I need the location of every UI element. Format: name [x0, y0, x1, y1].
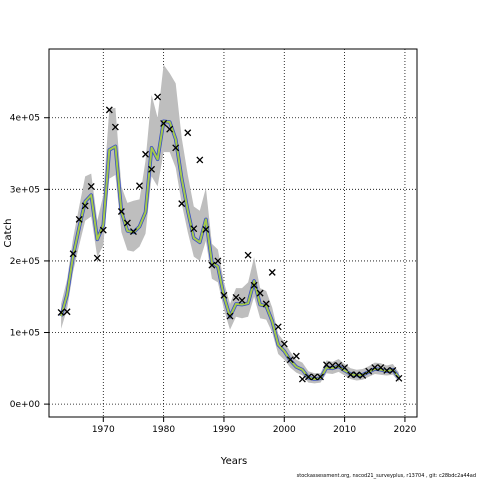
observed-point-2005: [310, 373, 318, 381]
observed-point-1964: [63, 308, 71, 316]
observed-point-1970: [99, 226, 107, 234]
observed-point-2017: [383, 367, 391, 374]
observed-point-1995: [250, 281, 258, 289]
observed-point-1986: [196, 156, 204, 164]
observed-point-1996: [256, 289, 264, 297]
observed-point-2018: [389, 367, 397, 374]
observed-point-1994: [244, 251, 252, 259]
observed-point-1975: [129, 228, 137, 236]
observed-point-2010: [341, 364, 349, 372]
observed-point-1988: [208, 261, 216, 269]
x-tick-label-2: 1990: [212, 425, 235, 435]
observed-point-1966: [75, 215, 83, 223]
x-tick-label-3: 2000: [273, 425, 296, 435]
observed-point-1990: [220, 291, 228, 299]
observed-point-1985: [190, 225, 198, 233]
observed-point-1965: [69, 250, 77, 258]
observed-point-1978: [148, 165, 156, 173]
x-tick-label-0: 1970: [92, 425, 115, 435]
observed-point-2007: [323, 361, 330, 369]
observed-point-1972: [111, 123, 119, 131]
observed-point-1968: [87, 183, 95, 190]
x-tick-label-1: 1980: [152, 425, 175, 435]
observed-point-2003: [298, 375, 306, 383]
observed-point-1989: [214, 257, 222, 265]
observed-point-1980: [160, 119, 168, 127]
observed-point-2019: [395, 374, 403, 382]
observed-point-2001: [286, 356, 294, 364]
observed-point-1991: [226, 312, 234, 320]
y-tick-label-3: 3e+05: [10, 185, 40, 195]
x-tick-label-5: 2020: [393, 425, 416, 435]
observed-point-2009: [335, 361, 343, 369]
observed-point-1984: [184, 129, 192, 137]
y-tick-label-1: 1e+05: [10, 329, 40, 339]
observed-point-1976: [136, 182, 143, 190]
footer-text: stockassessment.org, nscod21_surveyplus,…: [297, 473, 476, 479]
observed-point-1974: [123, 219, 131, 227]
y-tick-label-2: 2e+05: [10, 257, 40, 267]
observed-point-1971: [105, 106, 113, 114]
observed-point-1979: [154, 93, 162, 101]
observed-point-2006: [317, 373, 324, 381]
observed-point-1999: [274, 323, 282, 331]
observed-point-1981: [166, 125, 174, 133]
plot-frame: [48, 48, 418, 418]
observed-point-2013: [359, 372, 367, 379]
observed-point-2014: [365, 367, 373, 375]
observed-point-1969: [93, 254, 101, 262]
observed-point-1977: [142, 150, 149, 158]
observed-point-1982: [172, 144, 180, 152]
observed-point-1993: [238, 296, 246, 304]
observed-point-1983: [178, 200, 186, 208]
observed-point-1997: [262, 300, 270, 308]
observed-point-1973: [117, 208, 125, 215]
observed-point-2000: [280, 340, 288, 348]
observed-point-2004: [304, 373, 312, 381]
observed-point-1998: [268, 268, 276, 276]
y-axis-title: Catch: [3, 219, 14, 248]
observed-point-1967: [81, 202, 89, 210]
y-tick-label-4: 4e+05: [10, 114, 40, 124]
observed-point-2008: [329, 361, 337, 369]
y-tick-label-0: 0e+00: [10, 400, 41, 410]
observed-catch-markers: [57, 93, 403, 383]
axes: 1970 1980 1990 2000 2010 2020 0e+00 1e+05 2e+05 3…: [10, 114, 417, 435]
observed-point-1987: [202, 225, 210, 233]
observed-point-1963: [57, 309, 65, 316]
observed-point-2002: [292, 352, 300, 360]
observed-point-1992: [232, 293, 240, 301]
observed-point-2015: [371, 364, 379, 372]
observed-point-2012: [353, 371, 361, 379]
observed-point-2016: [377, 364, 385, 372]
x-axis-title: Years: [220, 456, 247, 467]
x-tick-label-4: 2010: [333, 425, 356, 435]
observed-point-2011: [347, 371, 355, 379]
